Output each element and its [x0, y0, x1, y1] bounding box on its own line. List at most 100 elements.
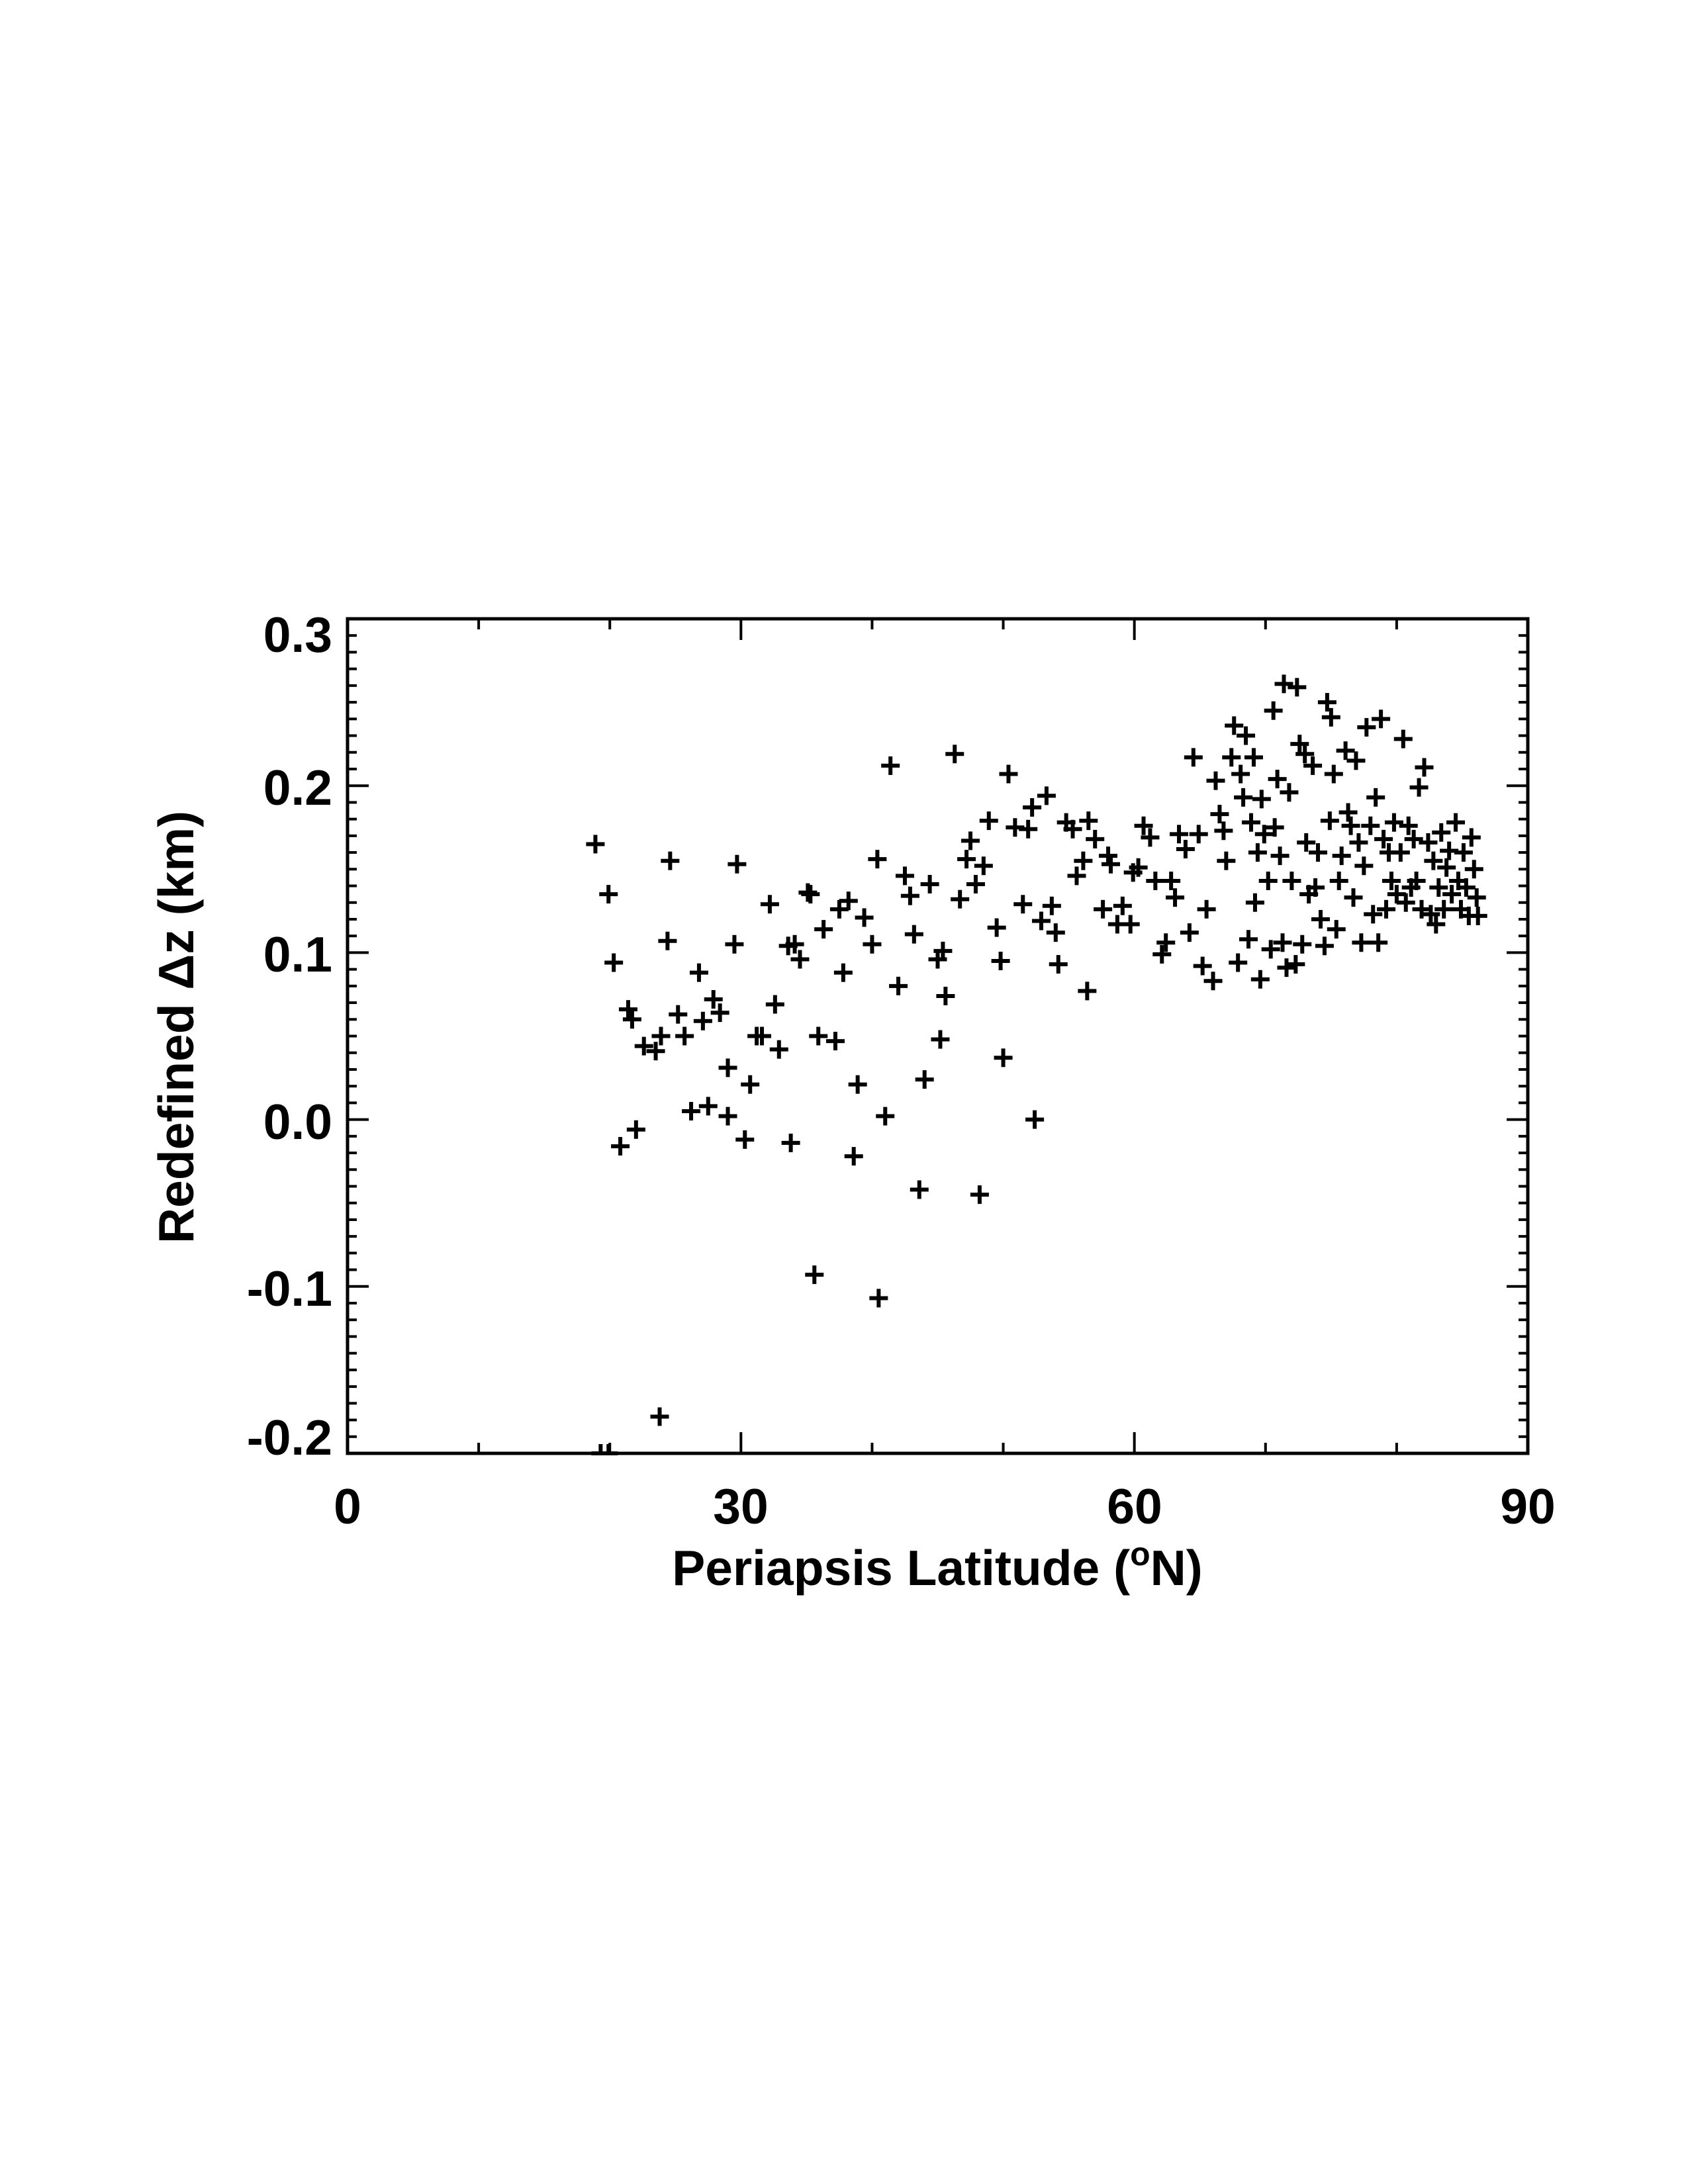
- data-point: [1273, 933, 1292, 952]
- y-tick-label: 0.1: [263, 927, 332, 982]
- y-tick-label: 0.2: [263, 760, 332, 815]
- data-point: [1074, 851, 1093, 870]
- data-point: [611, 1136, 630, 1156]
- data-point: [675, 1026, 694, 1046]
- data-point: [1372, 709, 1391, 729]
- y-tick-label: 0.0: [263, 1094, 332, 1150]
- data-point: [1141, 828, 1160, 847]
- data-point: [979, 811, 998, 831]
- x-tick-label: 30: [713, 1479, 768, 1534]
- data-point: [1229, 953, 1248, 972]
- data-point: [957, 850, 976, 869]
- data-point: [1407, 871, 1426, 890]
- data-point: [1419, 833, 1438, 852]
- x-axis-title: Periapsis Latitude (oN): [672, 1535, 1203, 1596]
- y-tick-label: -0.2: [247, 1410, 332, 1465]
- data-point: [1361, 816, 1380, 835]
- data-point: [945, 745, 964, 764]
- data-point: [844, 1147, 863, 1166]
- data-point: [1286, 955, 1305, 974]
- data-point: [1354, 856, 1374, 876]
- data-point: [710, 1003, 729, 1023]
- data-point: [693, 1011, 712, 1030]
- x-axis-title-sup: o: [1130, 1535, 1150, 1572]
- data-point: [1393, 729, 1413, 749]
- data-point: [1434, 899, 1454, 919]
- data-point: [634, 1036, 653, 1056]
- data-point: [1231, 764, 1250, 784]
- data-point: [1384, 813, 1403, 832]
- data-point: [999, 764, 1018, 784]
- data-point: [1254, 825, 1274, 844]
- data-point: [1424, 851, 1443, 870]
- data-point: [1193, 956, 1212, 976]
- data-point: [1344, 888, 1363, 907]
- data-point: [863, 934, 882, 954]
- data-point: [1274, 674, 1293, 694]
- data-point: [1268, 770, 1287, 789]
- data-point: [1391, 843, 1410, 862]
- data-point: [725, 934, 744, 954]
- data-point: [622, 1010, 641, 1029]
- data-point: [1366, 788, 1385, 807]
- data-point: [839, 891, 858, 911]
- data-point: [586, 835, 605, 854]
- data-point: [1203, 972, 1223, 991]
- data-point: [1265, 818, 1284, 837]
- data-point: [1415, 758, 1434, 777]
- data-point: [735, 1130, 755, 1149]
- data-point: [1446, 813, 1466, 832]
- data-point: [1239, 930, 1258, 949]
- y-tick-label: 0.3: [263, 607, 332, 662]
- data-point: [966, 874, 985, 893]
- data-point: [1396, 893, 1415, 912]
- data-point: [1297, 833, 1316, 852]
- data-point: [1184, 748, 1203, 767]
- data-point: [1049, 955, 1068, 974]
- data-point: [1437, 858, 1456, 877]
- data-point: [801, 885, 820, 904]
- data-point: [1338, 803, 1358, 822]
- axis-ticks: [346, 617, 1529, 1455]
- data-point: [765, 995, 784, 1014]
- data-point: [1468, 906, 1487, 925]
- data-point: [951, 889, 970, 909]
- data-point: [1225, 716, 1244, 735]
- data-point: [1293, 934, 1312, 954]
- data-point: [809, 1026, 828, 1046]
- data-point: [604, 953, 624, 972]
- data-point: [781, 1133, 800, 1152]
- data-point: [961, 831, 980, 850]
- data-point: [936, 986, 955, 1005]
- data-point: [1146, 871, 1165, 890]
- data-point: [1369, 933, 1388, 952]
- data-point: [1234, 788, 1253, 807]
- data-point: [876, 1107, 895, 1126]
- data-point: [661, 851, 680, 870]
- data-point: [1170, 825, 1189, 844]
- data-point: [1462, 828, 1481, 847]
- data-point: [1078, 981, 1097, 1001]
- data-point: [1364, 905, 1383, 924]
- data-point: [1244, 748, 1263, 767]
- data-points: [586, 674, 1487, 1455]
- data-point: [1311, 909, 1330, 929]
- data-point: [1399, 816, 1418, 835]
- data-point: [1086, 829, 1105, 848]
- data-point: [1352, 933, 1371, 952]
- data-point: [1427, 915, 1446, 934]
- data-point: [1321, 707, 1340, 727]
- data-point: [833, 963, 853, 982]
- data-point: [618, 1000, 637, 1019]
- data-point: [1324, 764, 1343, 784]
- data-point: [626, 1120, 645, 1139]
- data-point: [933, 941, 953, 960]
- data-point: [1357, 717, 1376, 737]
- plot-frame: [346, 617, 1530, 1455]
- x-tick-label: 60: [1107, 1479, 1162, 1534]
- data-point: [1079, 811, 1098, 831]
- data-point: [1288, 678, 1307, 697]
- data-point: [1303, 756, 1323, 775]
- data-point: [1250, 970, 1270, 989]
- data-point: [1197, 899, 1216, 919]
